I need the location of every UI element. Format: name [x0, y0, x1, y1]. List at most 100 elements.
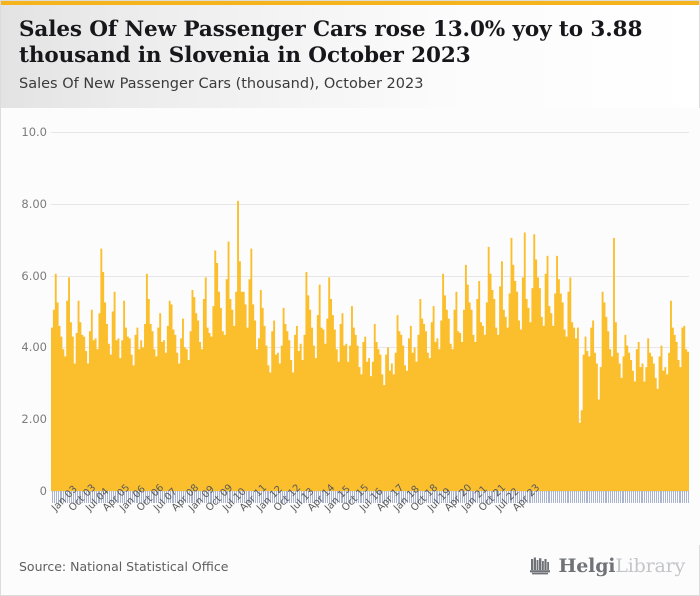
x-axis-tick: [621, 491, 623, 503]
x-axis-tick: [310, 491, 312, 503]
x-axis-tick: [623, 491, 625, 503]
y-axis-tick-label: 8.00: [21, 196, 47, 211]
x-axis-tick: [101, 491, 103, 503]
x-axis-tick: [182, 491, 184, 503]
x-axis-tick: [118, 491, 120, 503]
x-axis-tick: [543, 491, 545, 503]
x-axis-tick: [397, 491, 399, 503]
x-axis-tick: [412, 491, 414, 503]
x-axis-tick: [688, 491, 689, 503]
x-axis-tick: [549, 491, 551, 503]
x-axis-tick: [279, 491, 281, 503]
x-axis-tick: [173, 491, 175, 503]
x-axis-tick: [405, 491, 407, 503]
x-axis-tick: [184, 491, 186, 503]
x-axis-tick: [536, 491, 538, 503]
x-axis-tick: [238, 491, 240, 503]
x-axis-tick: [365, 491, 367, 503]
x-axis-tick: [84, 491, 86, 503]
x-axis-tick: [160, 491, 162, 503]
x-axis-tick: [274, 491, 276, 503]
x-axis-tick: [336, 491, 338, 503]
x-axis-tick: [120, 491, 122, 503]
x-axis-tick: [308, 491, 310, 503]
x-axis-tick: [376, 491, 378, 503]
x-axis-tick: [222, 491, 224, 503]
x-axis-tick: [538, 491, 540, 503]
x-axis-tick: [424, 491, 426, 503]
x-axis-tick: [418, 491, 420, 503]
x-axis-tick: [186, 491, 188, 503]
x-axis-tick: [55, 491, 57, 503]
x-axis-tick: [458, 491, 460, 503]
x-axis-tick: [112, 491, 114, 503]
x-axis-tick: [496, 491, 498, 503]
x-axis-tick: [593, 491, 595, 503]
x-axis-tick: [644, 491, 646, 503]
y-axis-tick-label: 10.0: [21, 125, 47, 139]
x-axis-tick: [243, 491, 245, 503]
x-axis-tick: [560, 491, 562, 503]
x-axis-tick: [82, 491, 84, 503]
x-axis-tick: [158, 491, 160, 503]
x-axis-tick: [315, 491, 317, 503]
x-axis-tick: [91, 491, 93, 503]
x-axis-tick: [131, 491, 133, 503]
x-axis-tick: [631, 491, 633, 503]
x-axis-tick: [226, 491, 228, 503]
x-axis-tick: [558, 491, 560, 503]
x-axis-tick: [162, 491, 164, 503]
x-axis-tick: [467, 491, 469, 503]
x-axis-tick: [171, 491, 173, 503]
x-axis-tick: [617, 491, 619, 503]
x-axis-tick: [88, 491, 90, 503]
x-axis-tick: [448, 491, 450, 503]
x-axis-tick: [266, 491, 268, 503]
y-axis-tick-label: 6.00: [21, 268, 47, 283]
x-axis-tick: [528, 491, 530, 503]
x-axis-tick: [234, 491, 236, 503]
x-axis-tick: [215, 491, 217, 503]
x-axis-tick: [270, 491, 272, 503]
x-axis-tick: [667, 491, 669, 503]
x-axis-tick: [408, 491, 410, 503]
x-axis-tick: [99, 491, 101, 503]
x-axis-tick: [89, 491, 91, 503]
x-axis-tick: [57, 491, 59, 503]
x-axis-tick: [534, 491, 536, 503]
x-axis-tick: [441, 491, 443, 503]
x-axis-tick: [312, 491, 314, 503]
x-axis-tick: [207, 491, 209, 503]
x-axis-tick: [661, 491, 663, 503]
x-axis-tick: [511, 491, 513, 503]
x-axis-tick: [211, 491, 213, 503]
x-axis-tick: [169, 491, 171, 503]
x-axis-tick: [363, 491, 365, 503]
x-axis-tick: [97, 491, 99, 503]
x-axis-tick: [359, 491, 361, 503]
x-axis-tick: [484, 491, 486, 503]
x-axis-tick: [462, 491, 464, 503]
x-axis-tick: [300, 491, 302, 503]
plot-region: [51, 132, 689, 492]
x-axis-tick: [291, 491, 293, 503]
x-axis-tick: [380, 491, 382, 503]
helgi-library-logo[interactable]: HelgiLibrary: [529, 555, 685, 577]
y-axis-tick-label: 0: [39, 484, 47, 498]
x-axis-tick: [443, 491, 445, 503]
x-axis-tick: [648, 491, 650, 503]
x-axis-tick: [95, 491, 97, 503]
x-axis-tick: [576, 491, 578, 503]
x-axis-tick: [283, 491, 285, 503]
x-axis-tick: [323, 491, 325, 503]
x-axis-tick: [124, 491, 126, 503]
x-axis-tick: [410, 491, 412, 503]
x-axis-tick: [351, 491, 353, 503]
x-axis-tick: [239, 491, 241, 503]
x-axis-tick: [241, 491, 243, 503]
x-axis-tick: [304, 491, 306, 503]
x-axis-tick: [551, 491, 553, 503]
x-axis-tick: [481, 491, 483, 503]
x-axis-tick: [192, 491, 194, 503]
x-axis-tick: [445, 491, 446, 503]
